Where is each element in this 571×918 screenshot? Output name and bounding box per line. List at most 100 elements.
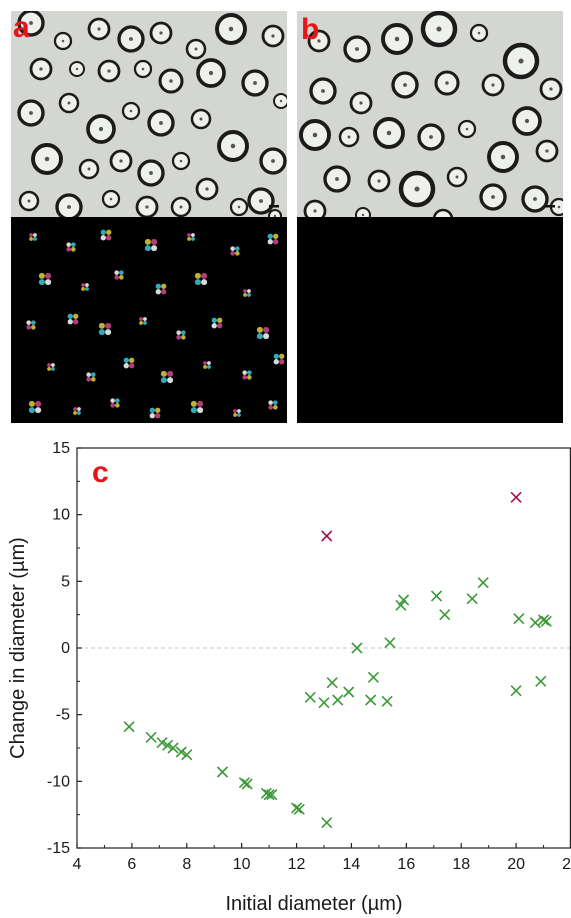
data-point (241, 778, 253, 790)
droplet (86, 114, 116, 144)
axis-ticks: 4 6 8 10 12 14 16 18 20 22 -15 -10 -5 0 5 10 15 (47, 440, 571, 873)
birefringent-droplet (273, 353, 285, 365)
droplet (261, 24, 285, 48)
birefringent-droplet (123, 357, 135, 369)
droplet (170, 196, 192, 217)
droplet (185, 38, 207, 60)
data-point (175, 746, 187, 758)
data-point (439, 609, 451, 621)
droplet (481, 73, 505, 97)
droplet (521, 185, 549, 213)
droplet (539, 77, 563, 101)
droplet (121, 101, 141, 121)
birefringent-droplet (98, 322, 112, 336)
data-point (156, 737, 168, 749)
droplet (241, 69, 269, 97)
scatter-chart: 4 6 8 10 12 14 16 18 20 22 -15 -10 -5 0 5 10 15 Change i… (7, 440, 571, 915)
x-tick-label: 10 (233, 856, 251, 873)
data-point (477, 577, 489, 589)
x-tick-label: 14 (343, 856, 361, 873)
droplet (303, 199, 327, 217)
birefringent-droplet (256, 326, 270, 340)
droplet (217, 130, 249, 162)
droplet (53, 31, 73, 51)
droplet (133, 59, 153, 79)
birefringent-droplet (38, 272, 52, 286)
droplet (367, 169, 391, 193)
birefringent-droplet (203, 361, 211, 369)
birefringent-droplet (211, 317, 223, 329)
data-point (537, 614, 550, 626)
data-point (466, 593, 478, 605)
birefringent-droplet (81, 283, 89, 291)
droplet (309, 77, 337, 105)
droplet (355, 207, 371, 217)
data-point (430, 590, 443, 602)
x-tick-label: 12 (288, 856, 306, 873)
droplet (17, 99, 45, 127)
birefringent-droplet (194, 272, 208, 286)
polarized-micrograph-a (26, 229, 285, 419)
data-point (395, 599, 407, 611)
droplet (109, 149, 133, 173)
droplet (512, 106, 542, 136)
data-point (321, 530, 333, 542)
panel-a-brightfield: a (11, 11, 287, 217)
droplet (446, 166, 468, 188)
droplet (487, 141, 519, 173)
birefringent-droplet (230, 246, 240, 256)
droplet (307, 29, 331, 53)
droplet (195, 177, 219, 201)
droplet (149, 21, 173, 45)
data-point (351, 642, 363, 654)
droplet (247, 187, 275, 215)
droplet (417, 123, 445, 151)
birefringent-droplet (144, 238, 158, 252)
data-point (304, 691, 316, 703)
x-tick-label: 22 (562, 856, 571, 873)
droplet (229, 197, 249, 217)
droplet (535, 139, 559, 163)
droplet (147, 109, 175, 137)
droplet (58, 92, 80, 114)
droplet (215, 13, 247, 45)
birefringent-droplet (187, 233, 195, 241)
birefringent-droplet (267, 233, 279, 245)
data-point (326, 677, 338, 689)
data-point (381, 695, 393, 707)
data-point (332, 694, 344, 706)
droplet (171, 151, 191, 171)
droplet (17, 11, 45, 37)
brightfield-micrograph-b (297, 11, 563, 217)
y-tick-label: -10 (47, 773, 70, 790)
droplet (117, 25, 145, 53)
droplet (373, 117, 405, 149)
data-point (216, 766, 229, 778)
data-point (181, 749, 193, 761)
data-point (263, 789, 275, 801)
birefringent-droplet (66, 242, 76, 252)
panel-b-label: b (301, 13, 320, 46)
data-point (540, 615, 552, 627)
panel-b-polarized (297, 217, 563, 423)
droplet (137, 159, 165, 187)
droplet (196, 58, 226, 88)
birefringent-droplet (28, 400, 42, 414)
droplet (349, 91, 373, 115)
panel-b-brightfield: b (297, 11, 563, 217)
birefringent-droplet (268, 400, 278, 410)
y-tick-label: 10 (52, 507, 70, 524)
droplet (338, 126, 360, 148)
x-tick-label: 18 (452, 856, 470, 873)
droplet (69, 61, 85, 77)
droplet (158, 68, 184, 94)
panel-c-label: c (92, 456, 109, 489)
droplet (323, 165, 351, 193)
droplet (398, 170, 436, 208)
data-point (384, 637, 396, 649)
droplet (420, 11, 458, 48)
birefringent-droplet (26, 320, 36, 330)
data-point (513, 613, 525, 625)
birefringent-droplet (114, 270, 124, 280)
droplet (78, 158, 100, 180)
